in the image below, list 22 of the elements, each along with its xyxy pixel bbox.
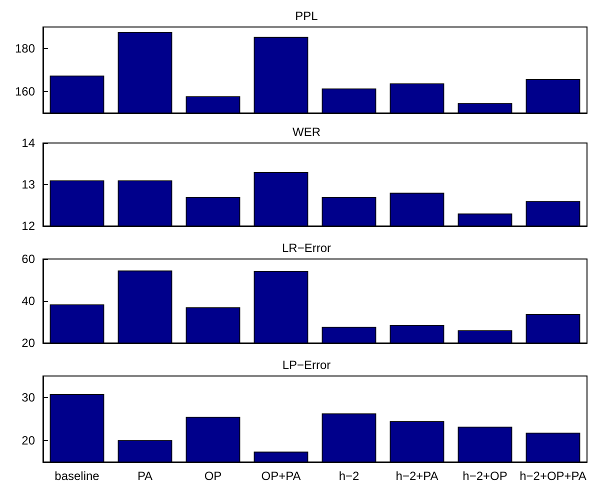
x-tick-label: h−2+OP	[462, 469, 508, 483]
y-tick-label: 30	[22, 390, 36, 404]
y-tick-label: 13	[22, 178, 36, 192]
x-tick-label: baseline	[54, 469, 100, 483]
y-tick-label: 60	[22, 252, 36, 266]
x-tick-label: h−2+OP+PA	[520, 469, 586, 483]
x-tick-label: h−2	[338, 469, 360, 483]
y-tick-label: 14	[22, 136, 36, 150]
y-tick-label: 160	[14, 84, 36, 98]
x-tick-label: OP+PA	[261, 469, 301, 483]
chart-title: LR−Error	[282, 241, 332, 255]
y-tick-label: 180	[14, 42, 36, 56]
chart-title: PPL	[295, 9, 318, 23]
y-tick-label: 20	[22, 434, 36, 448]
y-tick-label: 12	[22, 219, 36, 233]
chart-title: WER	[292, 125, 321, 139]
chart-title: LP−Error	[282, 358, 331, 372]
x-tick-label: h−2+PA	[396, 469, 438, 483]
x-tick-label: OP	[204, 469, 222, 483]
y-tick-label: 20	[22, 336, 36, 350]
y-tick-label: 40	[22, 294, 36, 308]
x-tick-label: PA	[137, 469, 153, 483]
